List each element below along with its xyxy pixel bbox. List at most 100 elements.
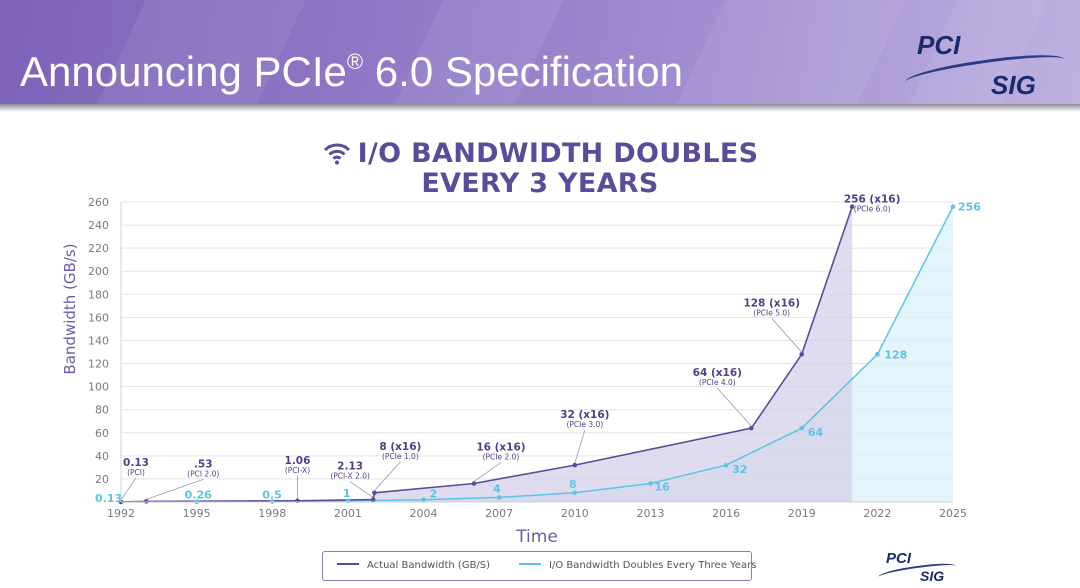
y-tick-160: 160 (88, 311, 109, 324)
label-actual-5: 16 (x16) (476, 442, 525, 454)
point-doubling-10 (875, 352, 880, 357)
label-doubling-9: 64 (808, 426, 824, 439)
label-doubling-5: 4 (493, 482, 501, 495)
label-actual-6: 32 (x16) (560, 409, 609, 421)
header-shadow (0, 104, 1080, 112)
label-actual-4: 8 (x16) (379, 441, 421, 453)
x-tick-1998: 1998 (258, 507, 286, 520)
label-actual-sub-7: (PCIe 4.0) (699, 378, 736, 387)
slide-title: Announcing PCIe® 6.0 Specification (20, 48, 683, 95)
label-actual-1: .53 (194, 458, 213, 470)
y-tick-80: 80 (95, 404, 109, 417)
legend-item-actual: Actual Bandwidth (GB/S) (337, 560, 490, 571)
label-doubling-11: 256 (958, 201, 981, 214)
x-tick-2004: 2004 (410, 507, 438, 520)
chart-subtitle: EVERY 3 YEARS (421, 168, 659, 199)
pci-sig-logo: PCI SIG (904, 30, 1066, 100)
x-axis-label: Time (515, 527, 558, 547)
label-actual-sub-4: (PCIe 1.0) (382, 452, 419, 461)
y-tick-60: 60 (95, 427, 109, 440)
label-doubling-4: 2 (430, 488, 438, 501)
leader-actual-7 (717, 387, 752, 427)
x-tick-2010: 2010 (561, 507, 589, 520)
x-tick-2007: 2007 (485, 507, 513, 520)
point-doubling-5 (496, 495, 502, 500)
label-doubling-0: 0.13 (95, 492, 122, 505)
x-tick-2016: 2016 (712, 507, 740, 520)
y-tick-20: 20 (95, 473, 109, 486)
label-actual-sub-6: (PCIe 3.0) (566, 420, 603, 429)
label-actual-9: 256 (x16) (844, 194, 901, 206)
label-actual-sub-1: (PCI 2.0) (187, 469, 219, 478)
label-doubling-1: 0.26 (185, 489, 212, 502)
area-actual (121, 206, 853, 502)
y-tick-200: 200 (88, 265, 109, 278)
label-doubling-3: 1 (343, 487, 351, 500)
x-tick-2013: 2013 (636, 507, 664, 520)
label-actual-2: 1.06 (285, 455, 311, 467)
leader-actual-3 (349, 481, 374, 498)
wifi-signal-icon (323, 143, 350, 165)
leader-actual-4 (374, 461, 401, 492)
label-actual-sub-5: (PCIe 2.0) (483, 453, 520, 462)
label-actual-sub-0: (PCI) (127, 468, 145, 477)
y-tick-100: 100 (88, 381, 109, 394)
leader-actual-1 (146, 479, 204, 500)
area-doubling (121, 206, 953, 502)
chart-labels: 0.13 0.26 0.5 1 2 4 8 1632641282560.13(PCI).53(… (95, 194, 981, 505)
y-tick-40: 40 (95, 450, 109, 463)
y-tick-240: 240 (88, 219, 109, 232)
point-actual-3 (370, 497, 376, 502)
label-actual-7: 64 (x16) (693, 367, 742, 379)
leader-actual-6 (574, 429, 586, 464)
point-doubling-2 (269, 499, 275, 504)
x-tick-2019: 2019 (788, 507, 816, 520)
point-doubling-9 (799, 425, 805, 431)
series-line-actual (120, 206, 853, 503)
point-actual-5 (471, 481, 477, 486)
label-doubling-6: 8 (569, 478, 577, 491)
x-tick-1992: 1992 (107, 507, 135, 520)
y-axis-label: Bandwidth (GB/s) (61, 243, 79, 374)
label-doubling-8: 32 (732, 463, 747, 476)
label-actual-sub-9: (PCIe 6.0) (854, 205, 891, 214)
leader-actual-0 (120, 477, 137, 501)
x-tick-2022: 2022 (863, 507, 891, 520)
leader-actual-8 (771, 318, 803, 353)
pci-sig-logo-small: PCI SIG (877, 548, 958, 588)
legend-swatch-actual (337, 563, 359, 565)
label-doubling-10: 128 (884, 348, 907, 361)
label-actual-3: 2.13 (337, 461, 363, 473)
label-actual-sub-8: (PCIe 5.0) (753, 308, 790, 317)
leader-actual-5 (473, 462, 502, 482)
point-actual-8 (799, 352, 805, 357)
x-tick-2025: 2025 (939, 507, 967, 520)
label-actual-0: 0.13 (123, 457, 149, 469)
label-actual-sub-3: (PCI-X 2.0) (330, 472, 370, 481)
point-doubling-4 (421, 497, 426, 502)
point-doubling-7 (648, 481, 653, 486)
x-tick-2001: 2001 (334, 507, 362, 520)
chart-lines (120, 206, 954, 503)
y-tick-180: 180 (88, 288, 109, 301)
point-actual-1 (143, 499, 149, 504)
point-doubling-8 (723, 462, 729, 468)
slide-header (0, 0, 1080, 104)
point-actual-9 (849, 204, 855, 209)
x-tick-1995: 1995 (183, 507, 211, 520)
legend-item-doubling: I/O Bandwidth Doubles Every Three Years (519, 560, 756, 571)
chart-fills (121, 206, 953, 502)
label-actual-8: 128 (x16) (743, 297, 800, 309)
chart-title: I/O BANDWIDTH DOUBLES (0, 138, 1080, 169)
y-tick-220: 220 (88, 242, 109, 255)
chart-axes: 20 40 60 80 100 120 140 160 180 200 220 240 260 1992 1… (88, 196, 967, 520)
label-actual-sub-2: (PCI-X) (285, 466, 310, 475)
label-doubling-7: 16 (654, 481, 670, 494)
point-doubling-11 (950, 204, 956, 209)
point-actual-7 (749, 425, 754, 431)
y-tick-120: 120 (88, 358, 109, 371)
y-tick-260: 260 (88, 196, 109, 209)
point-actual-4 (372, 490, 377, 496)
chart-legend: Actual Bandwidth (GB/S) I/O Bandwidth Do… (322, 551, 756, 581)
